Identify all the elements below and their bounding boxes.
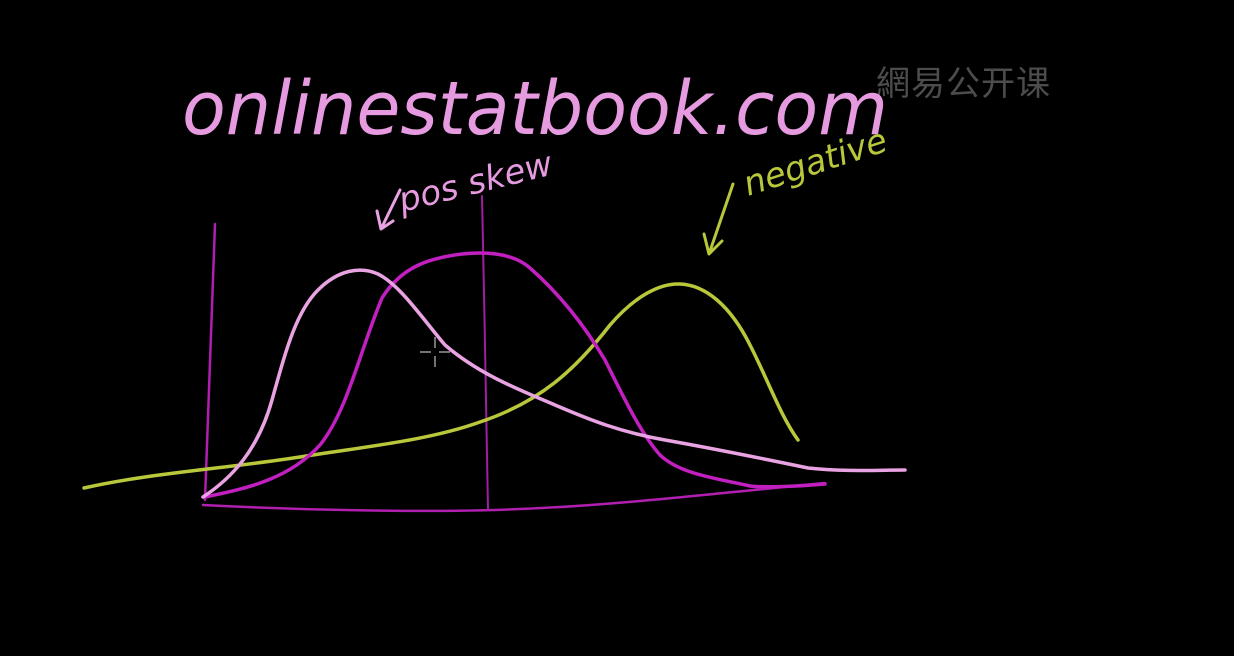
- pos-skew-label: pos skew: [394, 144, 557, 221]
- positive-skew-curve: [201, 268, 907, 499]
- y-axis: [203, 222, 217, 502]
- negative-arrow: [702, 182, 735, 256]
- netease-watermark: 網易公开课: [876, 64, 1051, 104]
- crosshair-cursor: [420, 337, 450, 367]
- x-axis: [201, 481, 827, 513]
- pos-skew-arrow: [375, 188, 402, 231]
- board-title: onlinestatbook.com: [182, 66, 888, 152]
- symmetric-curve: [203, 251, 827, 499]
- negative-skew-curve: [82, 282, 800, 490]
- center-line: [481, 195, 489, 511]
